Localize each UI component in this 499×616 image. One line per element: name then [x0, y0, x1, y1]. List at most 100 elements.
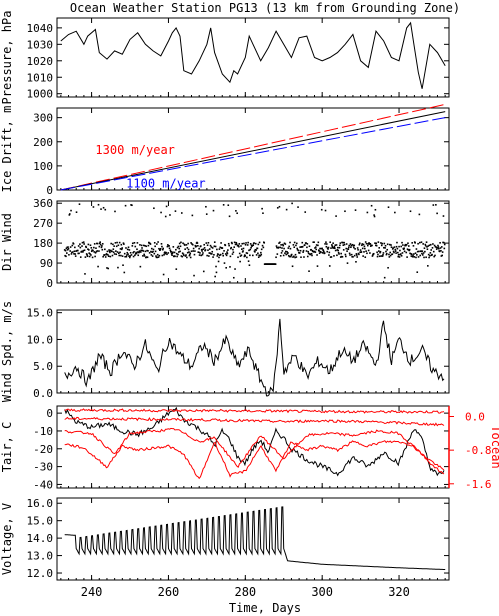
wind-direction-point	[241, 248, 243, 250]
wind-direction-point	[84, 256, 87, 258]
y-tick-label-voltage: 14.0	[27, 532, 54, 545]
y-axis-label-voltage: Voltage, V	[0, 503, 14, 575]
wind-direction-point	[141, 247, 143, 249]
wind-direction-point	[155, 256, 158, 259]
wind-direction-point	[330, 256, 333, 258]
y-tick-label-dir-wind: 360	[33, 197, 53, 210]
wind-direction-point	[310, 252, 313, 255]
wind-direction-point	[160, 211, 162, 214]
wind-direction-point	[186, 251, 189, 254]
wind-direction-point	[189, 256, 192, 259]
wind-direction-point	[209, 252, 211, 254]
wind-direction-point	[231, 242, 233, 245]
wind-direction-point	[365, 242, 368, 245]
wind-direction-point	[104, 248, 106, 251]
wind-direction-point	[251, 244, 254, 247]
y-tick-label-voltage: 13.0	[27, 550, 54, 563]
wind-direction-point	[211, 253, 213, 255]
wind-direction-point	[228, 215, 231, 218]
wind-direction-point	[363, 251, 365, 253]
y-tick-label-ice-drift: 300	[33, 112, 53, 125]
panel-frame-tair	[56, 405, 450, 489]
wind-direction-point	[238, 243, 241, 245]
wind-direction-point	[415, 248, 418, 250]
wind-direction-point	[354, 248, 356, 250]
wind-direction-point	[198, 247, 200, 250]
wind-direction-point	[284, 250, 287, 253]
wind-direction-point	[352, 244, 355, 247]
wind-direction-point	[109, 249, 112, 252]
panel-ice-drift: 0 100 200 300 Ice Drift, m 1300 m/year 1100 m/…	[0, 103, 450, 197]
wind-direction-point	[106, 250, 109, 253]
wind-direction-point	[416, 271, 419, 273]
wind-direction-point	[338, 246, 341, 249]
wind-direction-point	[228, 244, 230, 247]
wind-direction-point	[344, 210, 346, 213]
wind-direction-point	[298, 252, 301, 254]
wind-direction-point	[140, 244, 143, 247]
wind-direction-point	[153, 207, 155, 210]
wind-direction-point	[101, 245, 103, 247]
annotation-label: 1100 m/year	[126, 177, 205, 191]
wind-direction-point	[132, 255, 135, 258]
wind-direction-point	[312, 251, 315, 253]
wind-direction-point	[322, 249, 324, 251]
wind-direction-point	[262, 246, 265, 249]
wind-direction-points	[63, 202, 446, 279]
wind-direction-point	[98, 250, 100, 252]
wind-direction-point	[212, 256, 214, 258]
wind-direction-point	[377, 241, 380, 243]
wind-direction-point	[145, 245, 148, 248]
wind-direction-point	[158, 247, 160, 250]
wind-direction-point	[242, 247, 245, 250]
wind-direction-point	[345, 247, 348, 250]
wind-direction-point	[76, 249, 79, 252]
wind-direction-point	[72, 242, 75, 245]
wind-direction-point	[136, 242, 139, 244]
wind-direction-point	[420, 250, 422, 252]
wind-direction-point	[375, 244, 378, 247]
wind-direction-point	[358, 242, 361, 245]
wind-direction-point	[149, 243, 152, 245]
wind-direction-point	[379, 251, 381, 254]
wind-direction-point	[66, 246, 69, 249]
wind-direction-point	[357, 252, 360, 255]
wind-direction-point	[292, 256, 294, 258]
wind-direction-point	[380, 255, 383, 257]
wind-direction-point	[287, 252, 289, 254]
wind-direction-point	[390, 244, 392, 246]
series-line-tair-tocean-3	[64, 440, 445, 480]
wind-direction-point	[416, 254, 418, 256]
wind-direction-point	[350, 246, 352, 249]
y-axis-label-wind-speed: Wind Spd., m/s	[0, 301, 14, 402]
wind-direction-point	[254, 242, 257, 245]
wind-direction-point	[307, 252, 310, 255]
wind-direction-point	[100, 208, 102, 210]
wind-direction-point	[68, 213, 71, 215]
y-axis-label-dir-wind: Dir Wind	[0, 213, 14, 271]
wind-direction-point	[117, 244, 120, 247]
wind-direction-point	[292, 244, 295, 246]
y-tick-label-wind-speed: 15.0	[27, 307, 54, 320]
wind-direction-point	[378, 255, 381, 258]
wind-direction-point	[314, 246, 317, 248]
wind-direction-point	[150, 247, 153, 250]
wind-direction-point	[75, 250, 77, 252]
wind-direction-point	[154, 250, 157, 253]
wind-direction-point	[131, 204, 133, 207]
wind-direction-point	[341, 256, 344, 258]
wind-direction-point	[370, 244, 372, 247]
wind-direction-point	[382, 253, 384, 256]
wind-direction-point	[252, 244, 255, 246]
wind-direction-point	[233, 241, 236, 244]
wind-direction-point	[286, 251, 288, 253]
wind-direction-point	[174, 210, 177, 212]
wind-direction-point	[355, 253, 358, 255]
x-axis-label: Time, Days	[229, 601, 301, 615]
wind-direction-point	[176, 246, 179, 249]
wind-direction-point	[112, 248, 115, 250]
wind-direction-point	[435, 248, 438, 250]
series-line-tair-tocean-4	[64, 427, 445, 471]
wind-direction-point	[377, 250, 380, 252]
wind-direction-point	[240, 245, 242, 247]
